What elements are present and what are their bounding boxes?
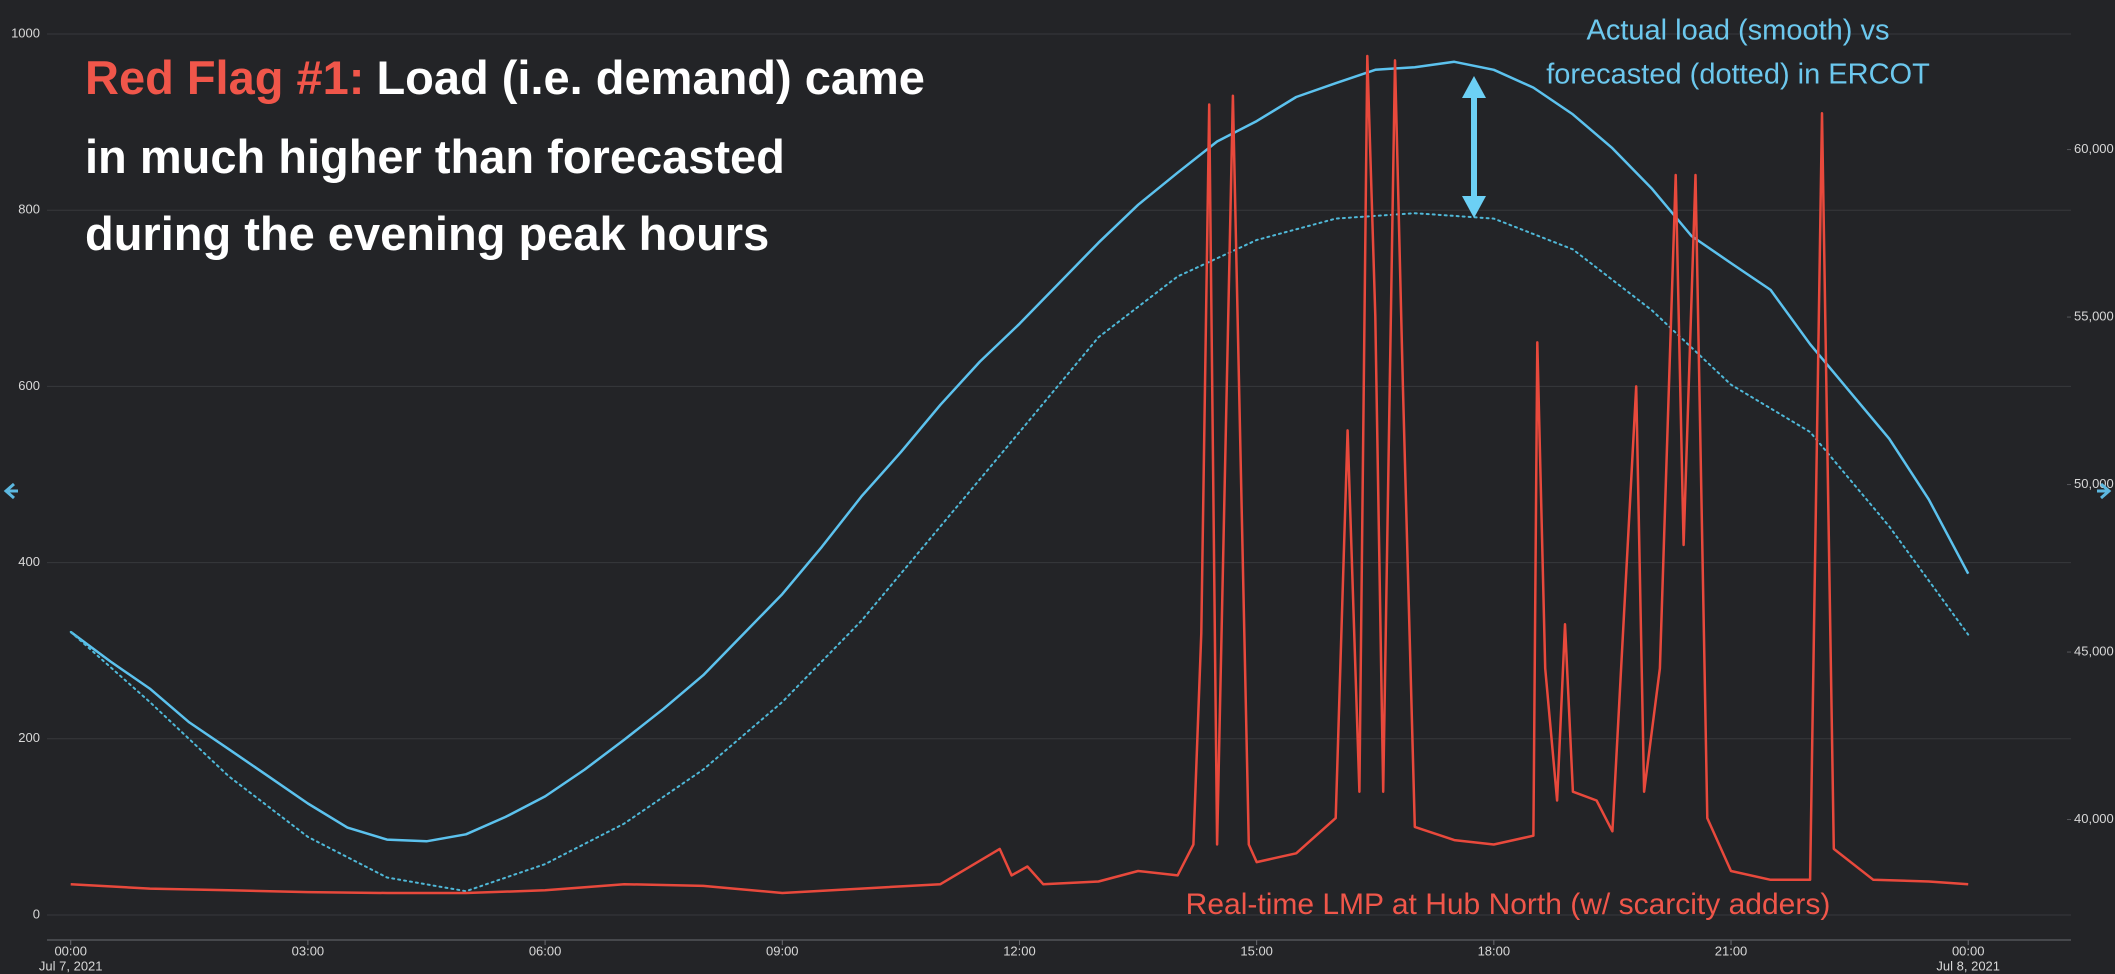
x-tick-label: 00:00 <box>54 943 87 958</box>
plot <box>69 54 1970 895</box>
series-line <box>69 60 1970 843</box>
series-line <box>70 54 1969 895</box>
x-tick-label: 03:00 <box>292 943 325 958</box>
grid <box>47 33 2071 916</box>
y2-tick-label: 60,000 <box>2074 141 2114 156</box>
y-tick-label: 0 <box>33 906 40 921</box>
chart-title: Red Flag #1: Load (i.e. demand) came <box>85 51 925 104</box>
gap-arrow <box>1462 76 1486 218</box>
title-highlight: Red Flag #1: <box>85 51 364 104</box>
axes: 0200400600800100040,00045,00050,00055,00… <box>11 25 2114 973</box>
title-line: in much higher than forecasted <box>85 130 785 183</box>
y-tick-label: 400 <box>18 554 40 569</box>
title-line: during the evening peak hours <box>85 207 769 260</box>
x-date-label: Jul 8, 2021 <box>1936 958 2000 973</box>
x-tick-label: 06:00 <box>529 943 562 958</box>
x-tick-label: 18:00 <box>1478 943 1511 958</box>
y-tick-label: 200 <box>18 730 40 745</box>
x-tick-label: 12:00 <box>1003 943 1036 958</box>
annotation: Actual load (smooth) vs <box>1586 15 1889 47</box>
x-date-label: Jul 7, 2021 <box>39 958 103 973</box>
arrow-head <box>1462 196 1486 218</box>
x-tick-label: 00:00 <box>1952 943 1985 958</box>
series-line <box>69 212 1970 893</box>
y2-tick-label: 40,000 <box>2074 811 2114 826</box>
annotation: forecasted (dotted) in ERCOT <box>1546 59 1930 91</box>
y2-tick-label: 55,000 <box>2074 308 2114 323</box>
y-tick-label: 1000 <box>11 25 40 40</box>
y-tick-label: 600 <box>18 378 40 393</box>
annotation: Real-time LMP at Hub North (w/ scarcity … <box>1186 888 1831 921</box>
y2-tick-label: 45,000 <box>2074 643 2114 658</box>
x-tick-label: 15:00 <box>1240 943 1273 958</box>
x-tick-label: 21:00 <box>1715 943 1748 958</box>
title-line: Load (i.e. demand) came <box>376 51 924 104</box>
y-tick-label: 800 <box>18 202 40 217</box>
x-tick-label: 09:00 <box>766 943 799 958</box>
arrow-head <box>1462 76 1486 98</box>
